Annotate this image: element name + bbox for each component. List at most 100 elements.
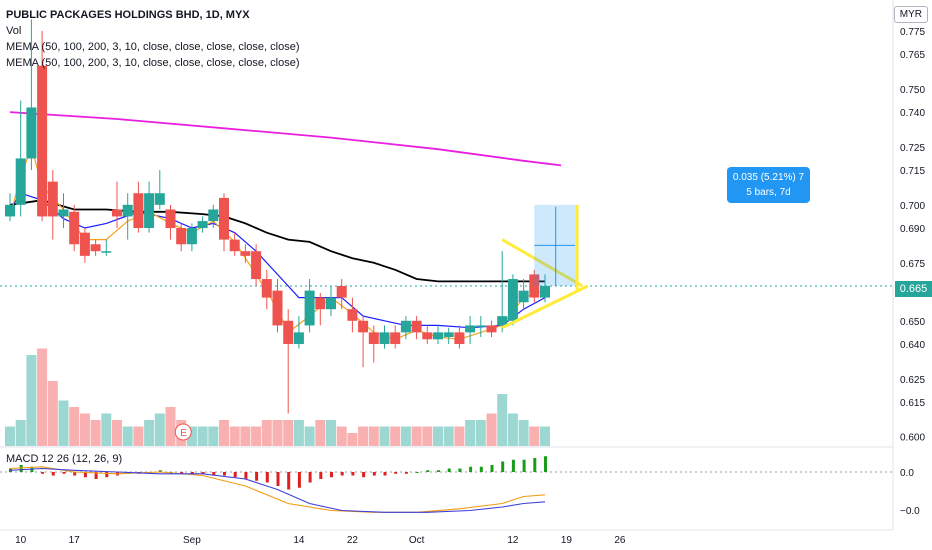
macd-tick-label: −0.0: [900, 506, 920, 517]
volume-bar: [197, 426, 208, 446]
triangle-pattern-line: [501, 238, 584, 288]
volume-bar: [315, 420, 326, 446]
volume-bar: [529, 426, 540, 446]
macd-histogram-bar: [383, 472, 387, 476]
chart-title: PUBLIC PACKAGES HOLDINGS BHD, 1D, MYX: [6, 9, 250, 21]
volume-bar: [347, 433, 358, 446]
macd-histogram-bar: [501, 461, 505, 472]
time-tick-label: 26: [614, 535, 626, 546]
triangle-pattern-line: [501, 284, 589, 330]
macd-tick-label: 0.0: [900, 468, 914, 479]
macd-histogram-bar: [469, 466, 473, 472]
candle-body: [315, 297, 326, 310]
volume-bar: [454, 426, 465, 446]
last-price-tag: 0.665: [895, 281, 932, 297]
time-tick-label: 12: [507, 535, 519, 546]
volume-bar: [251, 426, 262, 446]
mema-legend-1: MEMA (50, 100, 200, 3, 10, close, close,…: [6, 41, 300, 53]
macd-histogram-bar: [233, 472, 237, 478]
price-tick-label: 0.725: [900, 143, 925, 154]
measure-line-1: 0.035 (5.21%) 7: [732, 172, 805, 183]
volume-bar: [229, 426, 240, 446]
candle-body: [133, 193, 144, 229]
mema-legend-2: MEMA (50, 100, 200, 3, 10, close, close,…: [6, 57, 300, 69]
candle-body: [240, 251, 251, 256]
candle-body: [326, 297, 336, 310]
volume-bar: [486, 413, 497, 446]
price-tick-label: 0.600: [900, 433, 925, 444]
macd-histogram-bar: [404, 472, 408, 474]
candle-body: [475, 325, 486, 327]
candle-body: [101, 251, 112, 253]
macd-histogram-bar: [94, 472, 98, 479]
macd-histogram-bar: [180, 472, 184, 474]
volume-bar: [326, 420, 336, 446]
candle-body: [283, 320, 294, 344]
time-tick-label: 19: [561, 535, 573, 546]
candle-body: [507, 279, 518, 321]
macd-histogram-bar: [287, 472, 291, 490]
volume-bar: [304, 426, 315, 446]
volume-bar: [422, 426, 433, 446]
volume-bar: [208, 426, 219, 446]
candle-body: [336, 285, 347, 298]
candle-body: [422, 332, 433, 340]
candle-body: [433, 332, 443, 340]
volume-bar: [133, 426, 144, 446]
ma-blue-line: [9, 192, 546, 329]
earnings-marker-icon: [174, 423, 192, 441]
price-tick-label: 0.740: [900, 108, 925, 119]
volume-bar: [219, 420, 229, 446]
volume-bar: [69, 407, 80, 446]
macd-histogram-bar: [51, 472, 55, 476]
macd-histogram-bar: [83, 472, 87, 478]
candle-body: [58, 209, 69, 217]
macd-histogram-bar: [372, 472, 376, 476]
candle-body: [443, 332, 454, 338]
candle-body: [37, 65, 48, 217]
macd-histogram-bar: [319, 472, 323, 479]
macd-histogram-bar: [437, 470, 440, 472]
candle-body: [529, 274, 540, 298]
candle-body: [465, 325, 476, 333]
candle-body: [293, 332, 304, 344]
volume-bar: [240, 426, 251, 446]
volume-bar: [540, 426, 550, 446]
price-tick-label: 0.625: [900, 375, 925, 386]
macd-histogram-bar: [73, 472, 77, 476]
volume-bar: [79, 413, 90, 446]
time-tick-label: Sep: [183, 535, 201, 546]
candle-body: [165, 209, 176, 229]
price-tick-label: 0.615: [900, 398, 925, 409]
macd-signal-line: [9, 467, 546, 513]
volume-bar: [261, 420, 272, 446]
volume-bar: [37, 348, 48, 446]
candle-body: [497, 316, 508, 326]
candle-body: [411, 320, 422, 333]
ma-black-line: [9, 199, 545, 283]
volume-bar: [186, 426, 197, 446]
candle-body: [69, 211, 80, 245]
macd-histogram-bar: [297, 472, 301, 488]
candle-body: [229, 239, 240, 252]
macd-histogram-bar: [330, 472, 333, 478]
macd-histogram-bar: [255, 472, 259, 481]
candle-body: [251, 251, 262, 280]
candle-body: [26, 107, 37, 159]
candle-body: [90, 244, 101, 252]
candle-body: [122, 204, 133, 217]
candle-body: [154, 193, 165, 205]
price-tick-label: 0.640: [900, 340, 925, 351]
candle-body: [47, 181, 58, 217]
candle-body: [454, 332, 465, 344]
currency-badge[interactable]: MYR: [893, 6, 928, 23]
macd-histogram-bar: [265, 472, 269, 483]
time-tick-label: 17: [69, 535, 81, 546]
volume-bar: [122, 426, 133, 446]
ma-magenta-line: [9, 111, 562, 167]
candle-body: [272, 290, 283, 326]
time-tick-label: 14: [293, 535, 305, 546]
candle-body: [144, 193, 155, 229]
